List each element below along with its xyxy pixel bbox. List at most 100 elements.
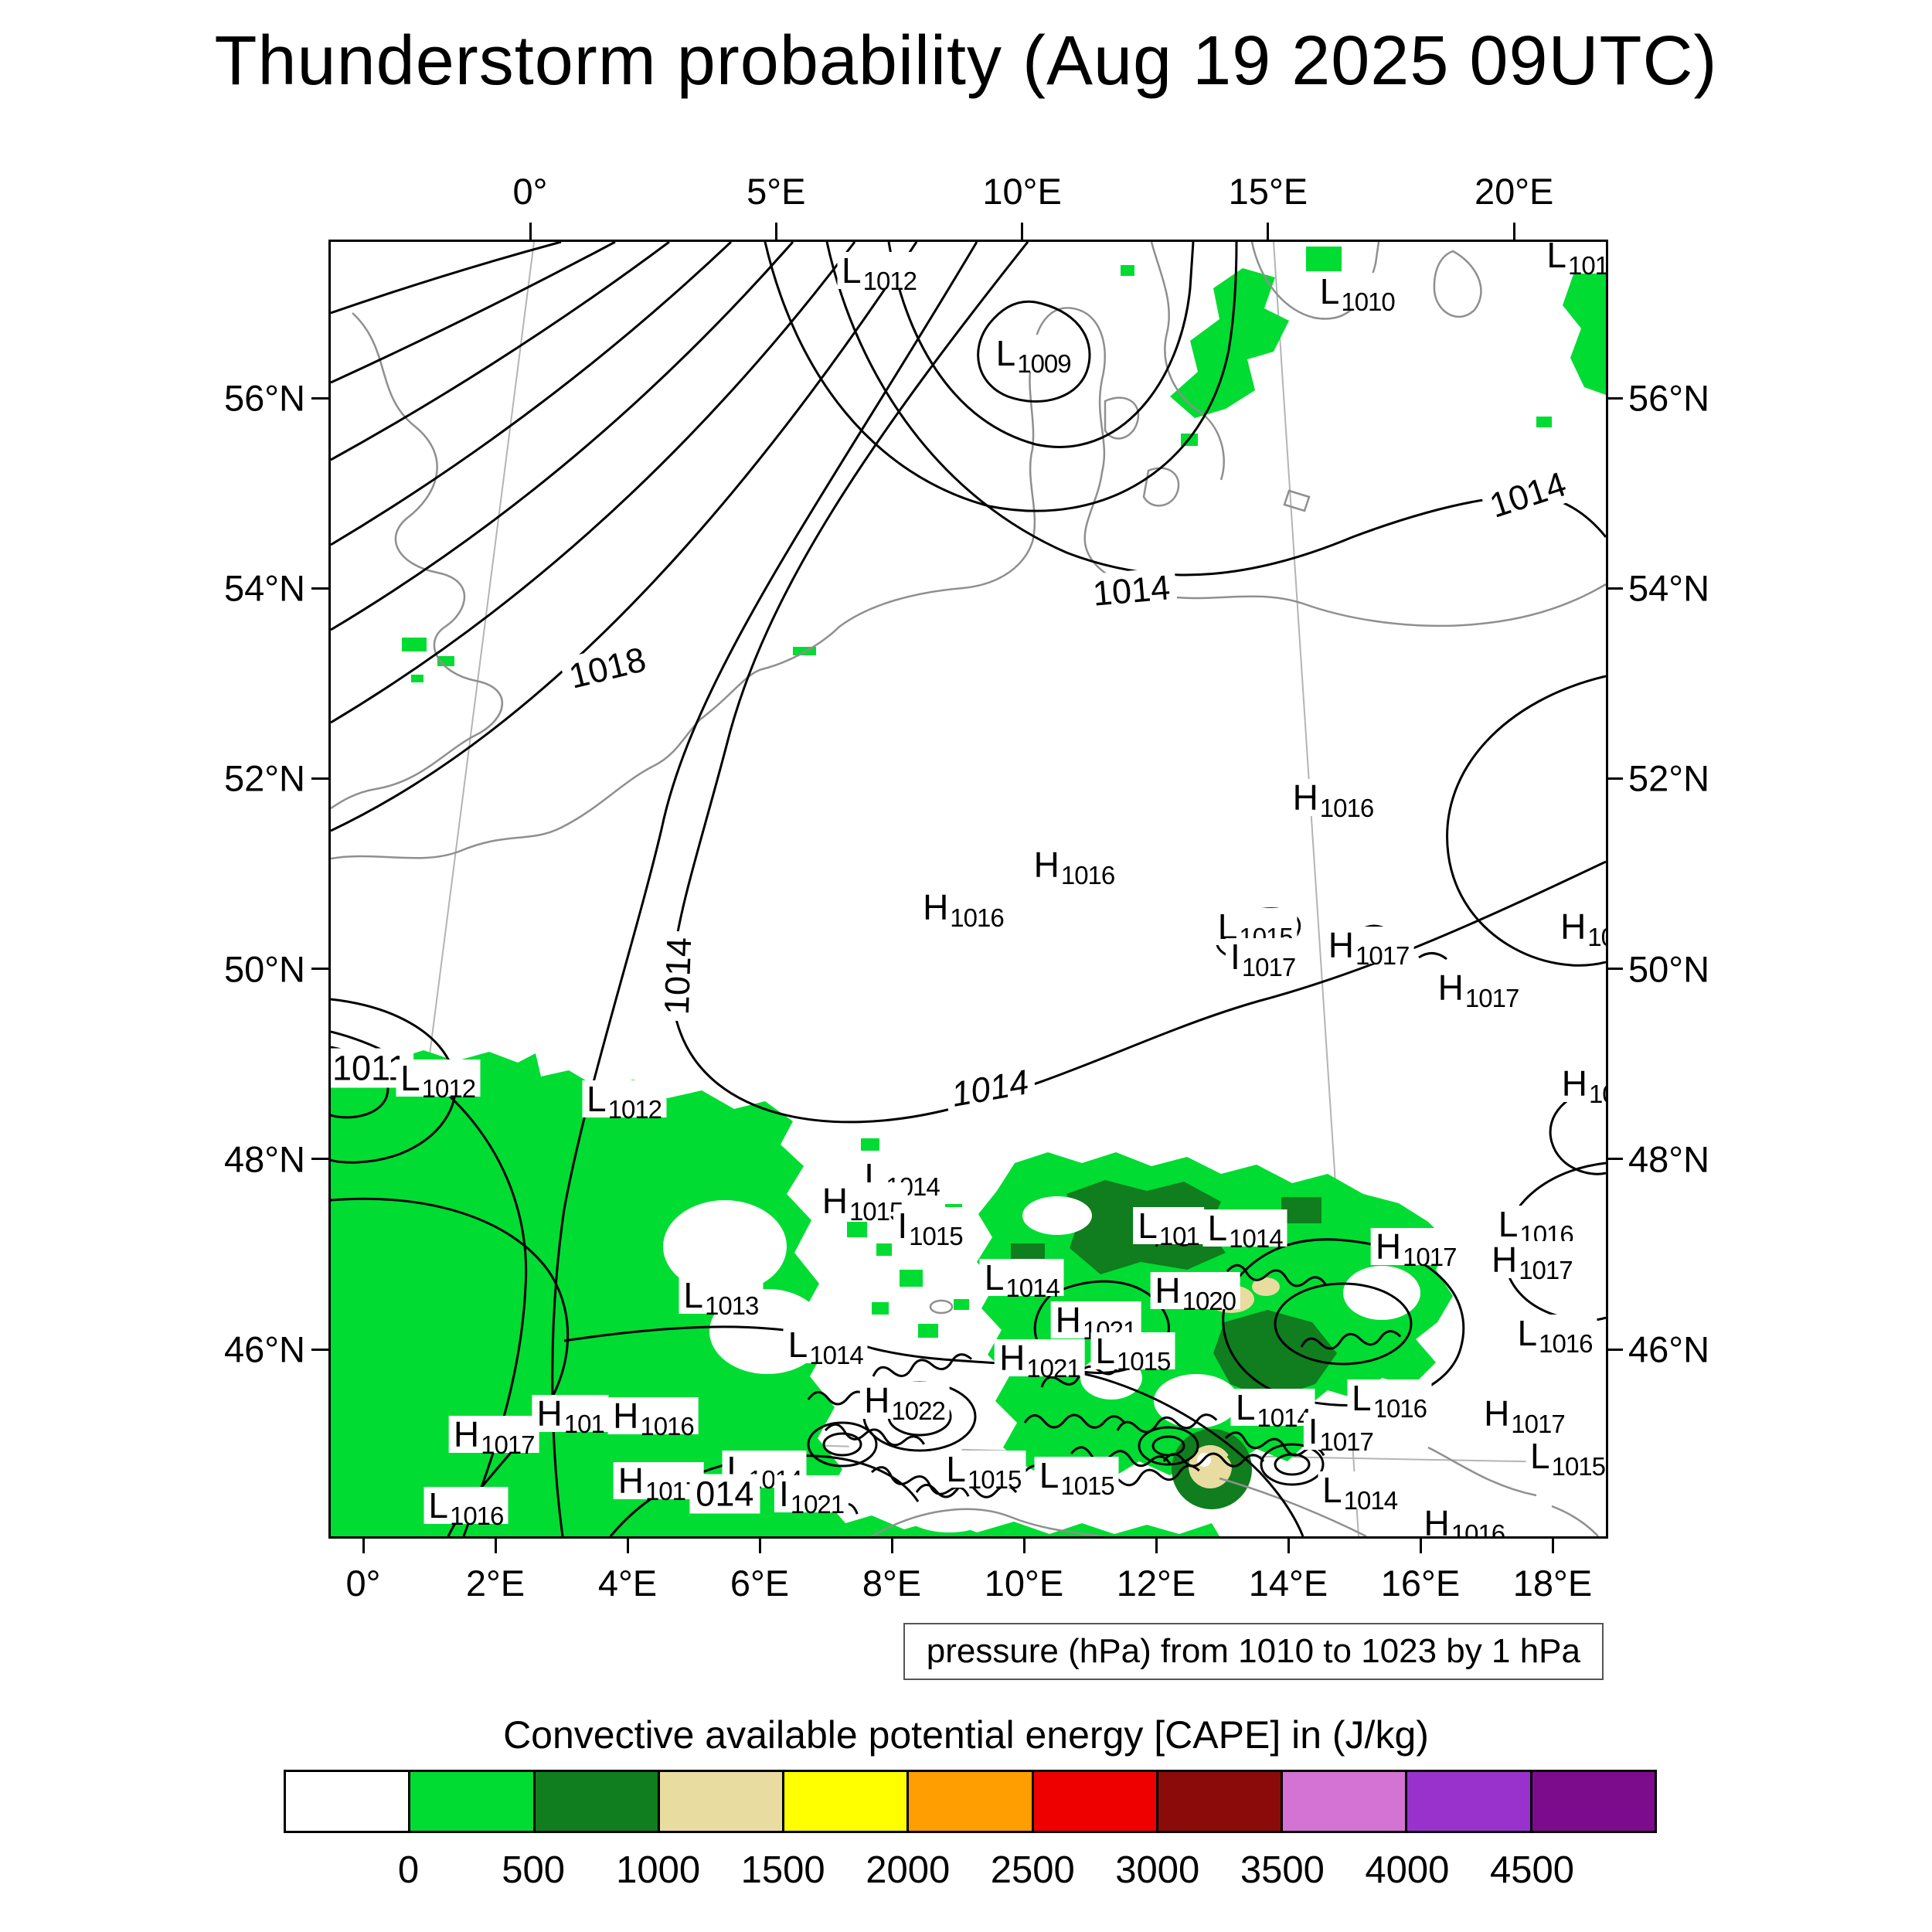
- pressure-center-label: H1017: [1433, 968, 1524, 1011]
- bottom-axis-tick: [1287, 1536, 1290, 1553]
- pressure-center-label: L1014: [1318, 1471, 1403, 1513]
- pressure-center-label: H1016: [1287, 778, 1379, 821]
- right-axis-label: 46°N: [1628, 1328, 1710, 1370]
- pressure-center-label: L1014: [1202, 1209, 1287, 1251]
- right-axis-tick: [1606, 1348, 1623, 1351]
- top-axis-label: 20°E: [1474, 171, 1554, 212]
- colorbar-segment: [782, 1772, 907, 1831]
- pressure-center-label: L1014: [783, 1326, 868, 1368]
- pressure-center-label: H1021: [995, 1338, 1085, 1381]
- pressure-center-label: H1017: [1323, 926, 1414, 968]
- bottom-axis-label: 2°E: [465, 1563, 526, 1604]
- pressure-caption: pressure (hPa) from 1010 to 1023 by 1 hP…: [903, 1623, 1604, 1680]
- bottom-axis-label: 0°: [345, 1563, 381, 1604]
- colorbar-tick-label: 3000: [1115, 1849, 1200, 1891]
- bottom-axis-tick: [1419, 1536, 1422, 1553]
- left-axis-tick: [311, 968, 328, 971]
- pressure-center-label: I1017: [1226, 937, 1301, 980]
- pressure-center-label: L1010: [1315, 272, 1400, 315]
- pressure-center-label: L1015: [941, 1450, 1026, 1492]
- bottom-axis-tick: [362, 1536, 365, 1553]
- right-axis-label: 48°N: [1628, 1138, 1710, 1180]
- bottom-axis-tick: [1155, 1536, 1158, 1553]
- top-axis-tick: [774, 223, 777, 240]
- pressure-center-label: L1014: [1230, 1388, 1315, 1430]
- top-axis-tick: [1512, 223, 1515, 240]
- colorbar-segment: [532, 1772, 658, 1831]
- colorbar-tick-label: 500: [502, 1849, 565, 1891]
- pressure-center-label: L1016: [423, 1486, 509, 1529]
- colorbar-segment: [1405, 1772, 1530, 1831]
- left-axis-label: 52°N: [223, 757, 305, 799]
- left-axis-tick: [311, 396, 328, 400]
- bottom-axis-tick: [626, 1536, 629, 1553]
- contour-label: 1014: [942, 1061, 1038, 1116]
- right-axis-label: 50°N: [1628, 948, 1710, 990]
- pressure-center-label: L1014: [979, 1259, 1064, 1301]
- pressure-center-label: I1017: [1303, 1413, 1378, 1454]
- left-axis-label: 48°N: [223, 1138, 305, 1180]
- top-axis-label: 0°: [512, 171, 548, 212]
- pressure-center-label: L1016: [1346, 1379, 1432, 1421]
- left-axis-label: 54°N: [223, 567, 305, 609]
- bottom-axis-label: 14°E: [1248, 1563, 1328, 1604]
- bottom-axis-tick: [494, 1536, 497, 1553]
- pressure-center-label: L1013: [679, 1277, 764, 1318]
- bottom-axis-label: 4°E: [597, 1563, 658, 1604]
- bottom-axis-label: 10°E: [984, 1563, 1064, 1604]
- pressure-center-label: H1016: [1029, 845, 1120, 888]
- contour-label: 1014: [656, 930, 699, 1022]
- top-axis-tick: [529, 223, 532, 240]
- right-axis-tick: [1606, 587, 1623, 590]
- colorbar-segment: [657, 1772, 783, 1831]
- colorbar-tick-label: 1000: [616, 1849, 701, 1891]
- colorbar-tick-label: 2500: [990, 1849, 1075, 1891]
- pressure-center-label: H1016: [1556, 908, 1606, 950]
- pressure-center-label: H101: [532, 1394, 609, 1437]
- bottom-axis-tick: [1551, 1536, 1554, 1553]
- pressure-center-label: L1012: [836, 251, 922, 294]
- contour-label: 1018: [559, 638, 656, 698]
- top-axis-label: 10°E: [982, 171, 1062, 212]
- bottom-axis-label: 12°E: [1116, 1563, 1196, 1604]
- colorbar-segment: [1281, 1772, 1406, 1831]
- top-axis-tick: [1021, 223, 1024, 240]
- cape-colorbar: [284, 1770, 1657, 1833]
- pressure-center-label: L1015: [1525, 1437, 1606, 1479]
- right-axis-tick: [1606, 1158, 1623, 1161]
- colorbar-tick-label: 3500: [1240, 1849, 1325, 1891]
- contour-label: 1014: [1085, 566, 1179, 614]
- top-axis-label: 5°E: [747, 171, 806, 212]
- pressure-center-label: H1020: [1150, 1271, 1241, 1314]
- pressure-center-label: H1017: [1479, 1394, 1570, 1437]
- pressure-center-label: L1012: [396, 1060, 481, 1101]
- contour-label: 014: [689, 1474, 760, 1514]
- colorbar-segment: [1031, 1772, 1156, 1831]
- left-axis-label: 46°N: [223, 1328, 305, 1370]
- top-axis-tick: [1267, 223, 1270, 240]
- right-axis-tick: [1606, 396, 1623, 400]
- bottom-axis-label: 16°E: [1380, 1563, 1461, 1604]
- pressure-center-label: H1017: [1370, 1227, 1461, 1270]
- left-axis-label: 50°N: [223, 948, 305, 990]
- colorbar-segment: [1529, 1772, 1655, 1831]
- right-axis-label: 54°N: [1628, 567, 1710, 609]
- bottom-axis-label: 18°E: [1512, 1563, 1593, 1604]
- colorbar-tick-labels: 0 500 1000 1500 2000 2500 3000 3500 4000 4500: [284, 1849, 1657, 1895]
- pressure-center-label: H1016: [1556, 1064, 1606, 1107]
- colorbar-segment: [906, 1772, 1032, 1831]
- pressure-center-label: L101: [1133, 1207, 1204, 1249]
- left-axis-tick: [311, 1158, 328, 1161]
- right-axis-label: 56°N: [1628, 377, 1710, 419]
- colorbar-tick-label: 2000: [866, 1849, 951, 1891]
- pressure-center-label: L1015: [1034, 1457, 1119, 1498]
- colorbar-tick-label: 4000: [1365, 1849, 1450, 1891]
- pressure-center-label: L1016: [1512, 1315, 1597, 1356]
- top-axis-label: 15°E: [1228, 171, 1308, 212]
- left-axis-tick: [311, 1348, 328, 1351]
- pressure-center-label: H1016: [608, 1397, 699, 1439]
- colorbar-segment: [408, 1772, 533, 1831]
- bottom-axis-label: 6°E: [730, 1563, 790, 1604]
- bottom-axis-label: 8°E: [862, 1563, 922, 1604]
- left-axis-tick: [311, 777, 328, 780]
